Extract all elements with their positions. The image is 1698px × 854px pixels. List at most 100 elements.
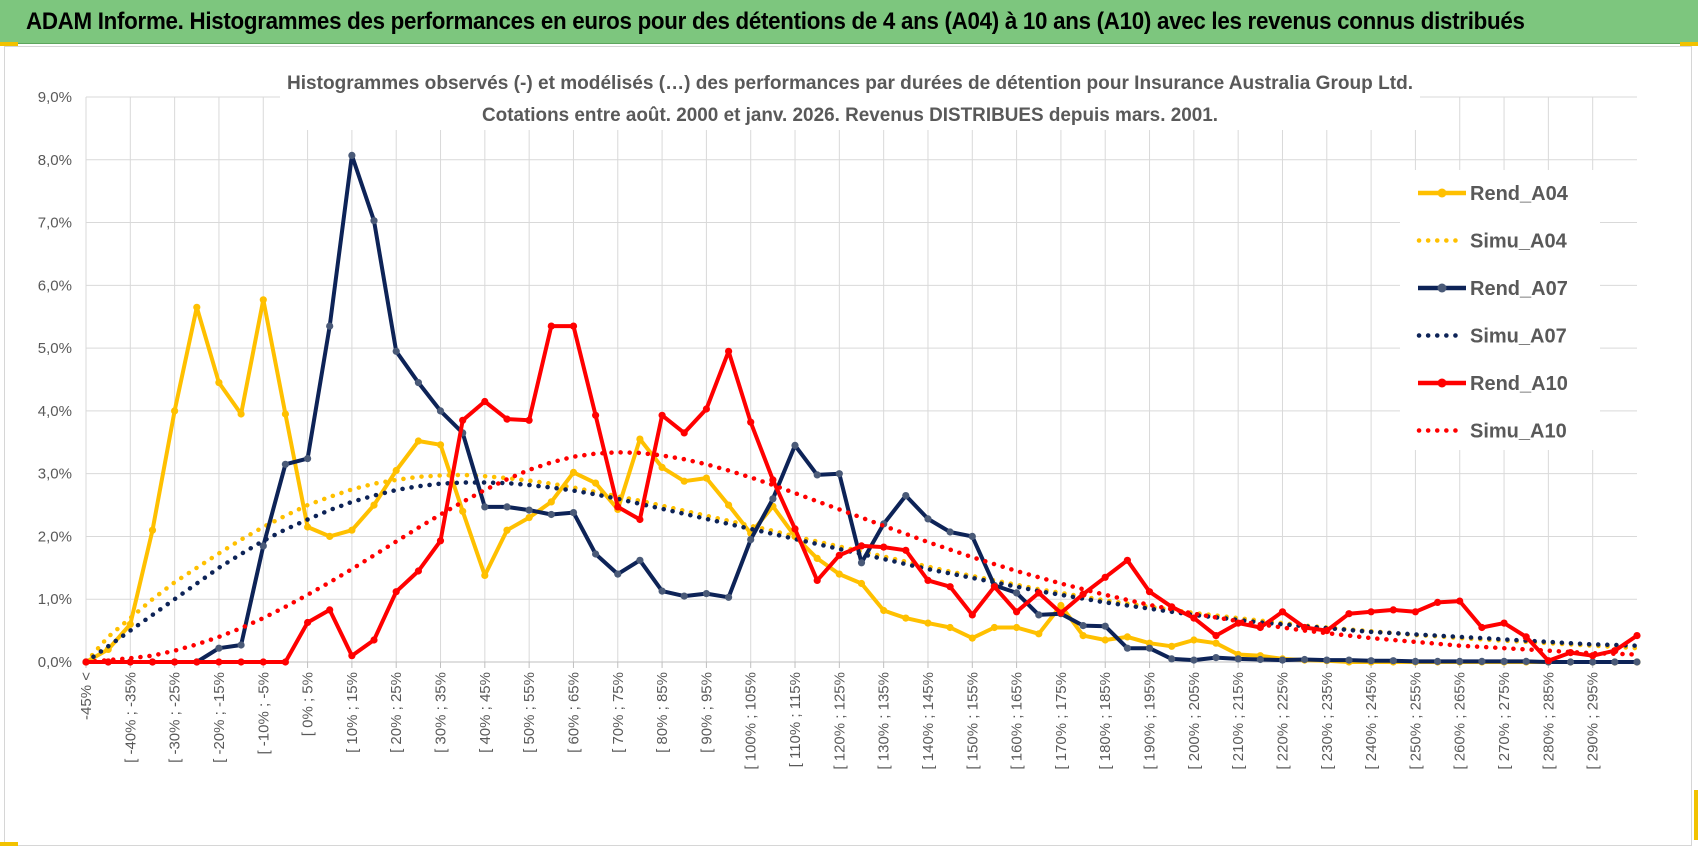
data-point [857, 579, 866, 588]
data-point [1434, 598, 1442, 607]
data-point [747, 536, 755, 544]
data-point [392, 347, 400, 355]
data-point [636, 435, 644, 443]
data-point [1411, 657, 1419, 666]
data-point [1145, 644, 1154, 652]
chart-frame [4, 46, 1692, 846]
x-tick-label: [ -30% ; -25% [167, 672, 184, 763]
legend-marker [1437, 378, 1447, 388]
data-point [813, 554, 821, 563]
x-tick-label: [ 170% ; 175% [1053, 672, 1070, 770]
data-point [1411, 608, 1419, 616]
x-tick-label: [ 260% ; 265% [1452, 672, 1469, 770]
legend-label: Simu_A07 [1470, 326, 1567, 348]
series [82, 151, 1641, 666]
x-tick-label: [ 10% ; 15% [344, 672, 361, 753]
x-tick-label: [ 110% ; 115% [787, 672, 804, 767]
x-tick-label: [ 100% ; 105% [743, 672, 760, 770]
data-point [902, 614, 910, 622]
legend-entry: Simu_A10 [1416, 421, 1567, 443]
data-point [990, 583, 999, 591]
data-point [857, 559, 866, 567]
data-point [902, 492, 910, 500]
data-point [813, 576, 821, 585]
data-point [1234, 655, 1242, 663]
x-tick-label: [ -40% ; -35% [122, 672, 139, 763]
data-point [215, 658, 223, 666]
data-point [259, 658, 267, 666]
data-point [1123, 556, 1131, 564]
data-point [1190, 636, 1198, 644]
data-point [1145, 639, 1154, 647]
data-point [259, 296, 267, 304]
legend-entry: Rend_A10 [1418, 373, 1568, 395]
data-point [1101, 636, 1109, 644]
data-point [1323, 656, 1331, 664]
data-point [525, 506, 533, 514]
data-point [835, 570, 843, 578]
data-point [1301, 655, 1309, 664]
x-tick-label: [ 140% ; 145% [920, 672, 937, 770]
y-tick-label: 0,0% [38, 654, 72, 671]
x-tick-label: [ 20% ; 25% [388, 672, 405, 753]
data-point [702, 590, 711, 598]
data-point [924, 515, 932, 523]
data-point [1013, 623, 1021, 632]
data-point [1611, 658, 1619, 666]
data-point [171, 658, 179, 666]
data-point [1168, 642, 1176, 650]
report-title: ADAM Informe. Histogrammes des performan… [26, 8, 1525, 35]
data-point [1145, 588, 1154, 596]
data-point [636, 515, 644, 524]
data-point [1500, 619, 1508, 627]
data-point [1566, 658, 1575, 666]
data-point [1035, 611, 1043, 619]
data-point [924, 619, 932, 627]
x-tick-label: [ -10% ; -5% [255, 672, 272, 755]
data-point [215, 379, 223, 387]
x-tick-label: [ 40% ; 45% [477, 672, 494, 753]
series-simu-a10 [83, 450, 1640, 665]
data-point [857, 542, 866, 550]
data-point [902, 546, 910, 554]
data-point [193, 303, 201, 311]
y-tick-label: 3,0% [38, 466, 72, 483]
x-axis-ticks: -45% < [ -40% ; -35% [ -30% ; -25% [ -20% ;… [78, 662, 1602, 770]
data-point [392, 588, 400, 596]
data-point [658, 411, 666, 419]
data-point [1168, 655, 1176, 663]
series-simu-a07 [83, 480, 1640, 665]
x-tick-label: [ 230% ; 235% [1319, 672, 1336, 770]
data-point [547, 510, 555, 519]
data-point [1035, 630, 1043, 638]
x-tick-label: [ 280% ; 285% [1540, 672, 1557, 770]
data-point [481, 397, 489, 406]
data-point [1190, 656, 1198, 664]
data-point [1123, 633, 1131, 641]
x-tick-label: [ 160% ; 165% [1009, 672, 1026, 770]
data-point [370, 501, 378, 509]
data-point [1013, 608, 1021, 616]
data-point [1456, 597, 1464, 605]
data-point [614, 503, 622, 511]
x-tick-label: [ 30% ; 35% [433, 672, 450, 753]
data-point [968, 611, 976, 619]
x-tick-label: [ 120% ; 125% [831, 672, 848, 770]
series-line [83, 480, 1640, 665]
data-point [459, 507, 467, 515]
data-point [658, 587, 666, 595]
data-point [968, 532, 976, 541]
data-point [680, 477, 688, 485]
y-tick-label: 2,0% [38, 528, 72, 545]
data-point [725, 347, 733, 355]
data-point [1544, 657, 1552, 665]
data-point [326, 532, 334, 541]
data-point [791, 525, 799, 533]
data-point [725, 501, 733, 509]
legend-label: Rend_A10 [1470, 373, 1568, 395]
x-tick-label: [ 290% ; 295% [1585, 672, 1602, 770]
x-tick-label: [ 80% ; 85% [654, 672, 671, 753]
data-point [592, 411, 600, 419]
data-point [680, 429, 688, 437]
data-point [1256, 655, 1264, 664]
